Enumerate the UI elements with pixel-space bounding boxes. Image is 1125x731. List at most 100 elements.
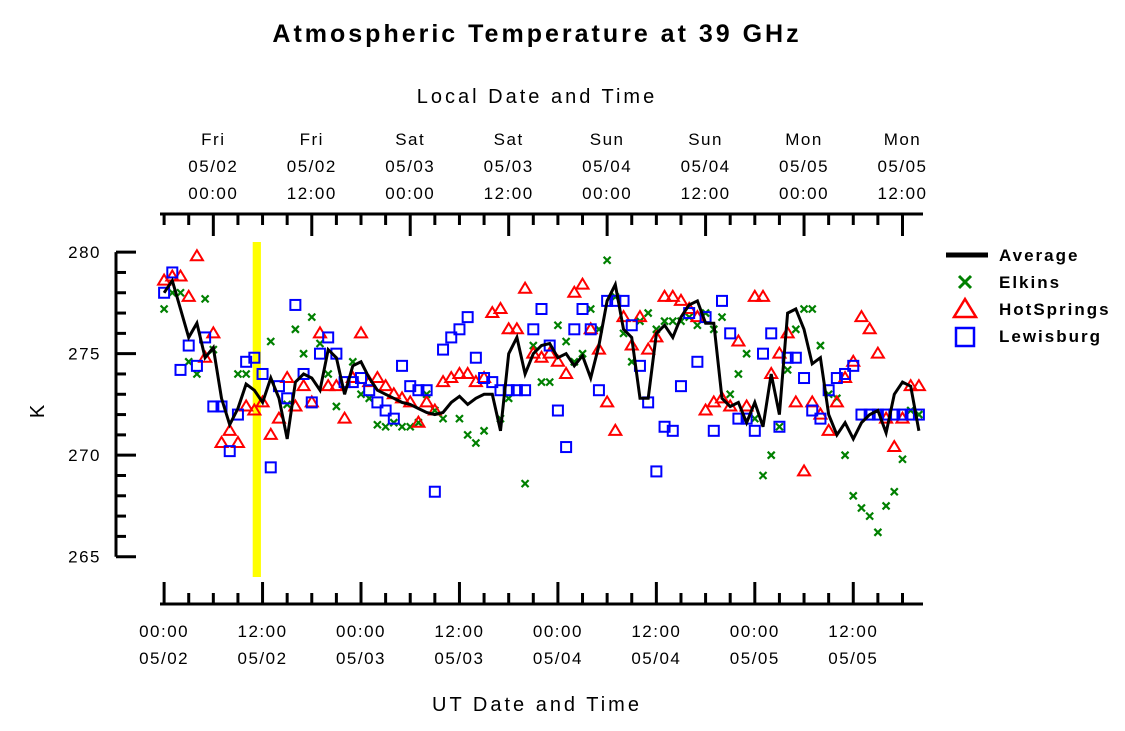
point-elkins-stroke bbox=[299, 349, 308, 358]
point-elkins-stroke bbox=[857, 503, 866, 513]
top-tick-label-date: 05/02 bbox=[287, 157, 337, 176]
top-tick-label-time: 00:00 bbox=[779, 184, 829, 203]
point-lewisburg bbox=[666, 424, 679, 437]
top-tick-label-date: 05/02 bbox=[188, 157, 238, 176]
point-hotsprings bbox=[599, 394, 615, 408]
bottom-tick-label-date: 05/04 bbox=[631, 649, 681, 668]
point-hotsprings bbox=[509, 321, 525, 335]
point-hotsprings bbox=[632, 309, 648, 323]
top-tick-label-date: 05/04 bbox=[681, 157, 731, 176]
point-lewisburg bbox=[264, 461, 277, 474]
point-elkins-stroke bbox=[799, 304, 809, 314]
point-elkins-stroke bbox=[463, 430, 472, 440]
point-elkins bbox=[323, 369, 333, 379]
top-tick-label-day: Fri bbox=[300, 130, 324, 149]
point-hotsprings bbox=[558, 366, 574, 379]
point-lewisburg bbox=[207, 400, 220, 413]
point-elkins-stroke bbox=[652, 325, 661, 334]
point-lewisburg bbox=[527, 323, 540, 336]
point-elkins-stroke bbox=[668, 316, 678, 326]
point-lewisburg bbox=[158, 286, 171, 299]
point-hotsprings bbox=[238, 398, 254, 412]
point-lewisburg bbox=[576, 303, 589, 315]
point-hotsprings bbox=[369, 370, 386, 384]
point-elkins-stroke bbox=[898, 454, 907, 464]
point-lewisburg bbox=[773, 420, 786, 433]
point-elkins-stroke bbox=[660, 316, 669, 326]
top-tick-label-time: 12:00 bbox=[287, 184, 337, 203]
point-hotsprings bbox=[295, 378, 312, 392]
point-elkins-stroke bbox=[791, 325, 801, 334]
bottom-tick-label-date: 05/02 bbox=[238, 649, 288, 668]
point-elkins bbox=[643, 308, 653, 318]
point-hotsprings bbox=[500, 321, 517, 335]
y-tick-label: 265 bbox=[68, 548, 101, 567]
point-lewisburg bbox=[437, 343, 450, 356]
point-lewisburg bbox=[715, 294, 728, 307]
point-elkins bbox=[775, 422, 784, 432]
point-lewisburg bbox=[355, 372, 368, 385]
point-lewisburg bbox=[707, 424, 720, 437]
point-lewisburg bbox=[650, 465, 663, 478]
point-lewisburg bbox=[519, 384, 532, 397]
top-tick-label-date: 05/04 bbox=[582, 157, 632, 176]
point-elkins bbox=[668, 316, 678, 326]
point-elkins-stroke bbox=[890, 487, 899, 497]
point-elkins-stroke bbox=[865, 511, 874, 521]
point-hotsprings bbox=[673, 292, 689, 306]
point-hotsprings bbox=[246, 402, 263, 416]
point-lewisburg bbox=[166, 266, 179, 279]
point-lewisburg bbox=[379, 404, 392, 417]
point-lewisburg bbox=[396, 359, 409, 372]
point-elkins-stroke bbox=[529, 341, 538, 350]
point-elkins-stroke bbox=[323, 369, 333, 379]
point-elkins bbox=[471, 438, 481, 448]
point-elkins-stroke bbox=[643, 308, 653, 318]
point-elkins bbox=[233, 369, 243, 379]
point-elkins bbox=[602, 255, 612, 265]
point-lewisburg bbox=[510, 384, 523, 397]
point-hotsprings bbox=[697, 402, 714, 416]
point-lewisburg bbox=[182, 339, 195, 352]
point-elkins bbox=[520, 479, 530, 488]
point-elkins-stroke bbox=[742, 349, 751, 358]
point-lewisburg bbox=[461, 311, 474, 324]
point-hotsprings bbox=[336, 410, 353, 424]
point-elkins-stroke bbox=[373, 420, 382, 430]
point-hotsprings bbox=[459, 366, 476, 379]
point-lewisburg bbox=[412, 384, 425, 397]
point-lewisburg bbox=[190, 359, 203, 372]
point-hotsprings bbox=[829, 394, 845, 408]
point-elkins-stroke bbox=[725, 389, 735, 399]
point-elkins bbox=[873, 528, 883, 537]
top-tick-label-date: 05/05 bbox=[779, 157, 829, 176]
point-lewisburg bbox=[609, 294, 622, 307]
point-lewisburg bbox=[297, 367, 310, 380]
point-elkins-stroke bbox=[840, 450, 850, 460]
bottom-tick-label-time: 12:00 bbox=[828, 622, 878, 641]
point-lewisburg bbox=[248, 351, 261, 364]
point-hotsprings bbox=[623, 337, 640, 351]
point-elkins-stroke bbox=[471, 438, 481, 448]
point-elkins bbox=[717, 312, 727, 322]
point-hotsprings bbox=[656, 288, 673, 302]
y-tick-label: 280 bbox=[68, 243, 101, 262]
top-tick-label-day: Mon bbox=[785, 130, 823, 149]
y-axis-label: K bbox=[27, 402, 49, 418]
legend-swatch-hotsprings bbox=[951, 296, 979, 319]
point-elkins-stroke bbox=[561, 337, 571, 346]
point-lewisburg bbox=[445, 331, 458, 344]
point-elkins bbox=[176, 288, 185, 298]
point-hotsprings bbox=[665, 288, 681, 302]
point-elkins bbox=[734, 369, 743, 379]
top-tick-label-time: 12:00 bbox=[877, 184, 927, 203]
point-elkins-stroke bbox=[455, 414, 464, 423]
point-lewisburg bbox=[322, 331, 335, 344]
bottom-tick-label-date: 05/05 bbox=[828, 649, 878, 668]
point-lewisburg bbox=[560, 441, 573, 454]
bottom-tick-label-date: 05/04 bbox=[533, 649, 583, 668]
point-elkins bbox=[758, 471, 768, 480]
point-lewisburg bbox=[798, 372, 811, 385]
point-hotsprings bbox=[262, 426, 279, 440]
point-elkins-stroke bbox=[602, 255, 612, 265]
